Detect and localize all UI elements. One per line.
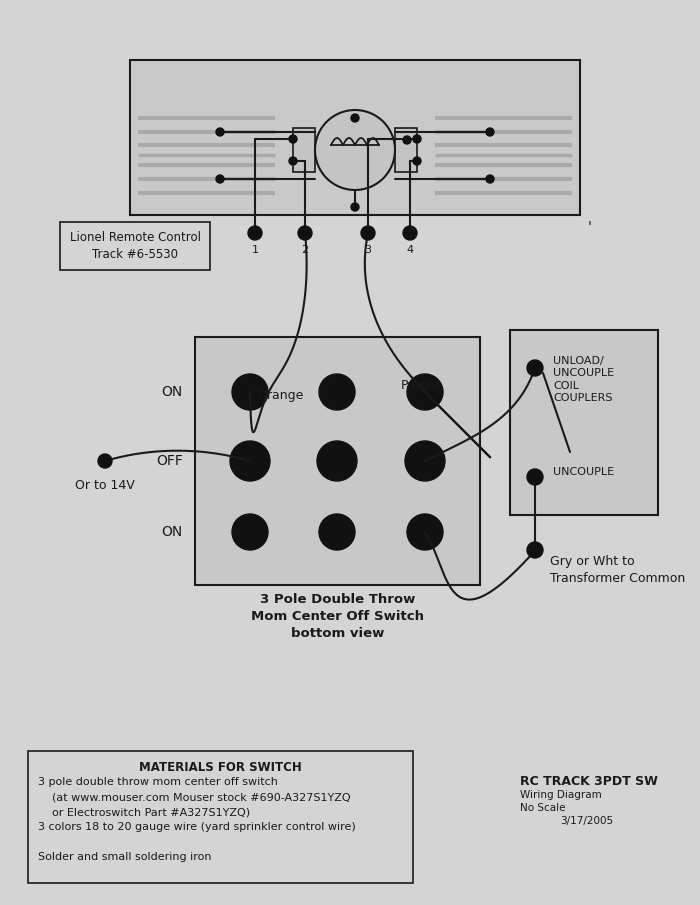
- Circle shape: [232, 374, 268, 410]
- Bar: [28, 751, 413, 883]
- Text: 3/17/2005: 3/17/2005: [560, 816, 613, 826]
- Text: ': ': [588, 220, 592, 234]
- Circle shape: [405, 441, 445, 481]
- Text: 4: 4: [407, 245, 414, 255]
- Circle shape: [361, 226, 375, 240]
- Circle shape: [486, 128, 494, 136]
- Circle shape: [317, 441, 357, 481]
- Text: 3 colors 18 to 20 gauge wire (yard sprinkler control wire): 3 colors 18 to 20 gauge wire (yard sprin…: [38, 822, 356, 832]
- Circle shape: [216, 128, 224, 136]
- Bar: [60, 222, 210, 270]
- Text: UNCOUPLE: UNCOUPLE: [553, 467, 614, 477]
- Circle shape: [527, 542, 543, 558]
- Circle shape: [289, 135, 297, 143]
- Circle shape: [230, 441, 270, 481]
- Text: Or to 14V: Or to 14V: [75, 479, 135, 492]
- Text: or Electroswitch Part #A327S1YZQ): or Electroswitch Part #A327S1YZQ): [38, 807, 250, 817]
- Circle shape: [232, 514, 268, 550]
- Text: No Scale: No Scale: [520, 803, 566, 813]
- Text: UNLOAD/
UNCOUPLE
COIL
COUPLERS: UNLOAD/ UNCOUPLE COIL COUPLERS: [553, 356, 614, 404]
- Text: 3: 3: [365, 245, 372, 255]
- Bar: [395, 128, 417, 172]
- Circle shape: [413, 135, 421, 143]
- Circle shape: [407, 514, 443, 550]
- Circle shape: [407, 374, 443, 410]
- Circle shape: [351, 114, 359, 122]
- Circle shape: [289, 157, 297, 165]
- Text: Purple: Purple: [400, 378, 440, 392]
- Circle shape: [319, 374, 355, 410]
- Text: 2: 2: [302, 245, 309, 255]
- Text: ON: ON: [162, 525, 183, 539]
- Text: Gry or Wht to
Transformer Common: Gry or Wht to Transformer Common: [550, 555, 685, 585]
- Circle shape: [351, 203, 359, 211]
- Text: OFF: OFF: [156, 454, 183, 468]
- Text: MATERIALS FOR SWITCH: MATERIALS FOR SWITCH: [139, 761, 302, 774]
- Bar: [510, 330, 658, 515]
- Circle shape: [315, 110, 395, 190]
- Bar: [293, 128, 315, 172]
- Circle shape: [248, 226, 262, 240]
- Bar: [130, 60, 580, 215]
- Text: Lionel Remote Control
Track #6-5530: Lionel Remote Control Track #6-5530: [69, 231, 200, 261]
- Text: 3 pole double throw mom center off switch: 3 pole double throw mom center off switc…: [38, 777, 278, 787]
- Circle shape: [216, 175, 224, 183]
- Text: 1: 1: [251, 245, 258, 255]
- Circle shape: [403, 136, 411, 144]
- Text: Solder and small soldering iron: Solder and small soldering iron: [38, 852, 211, 862]
- Circle shape: [403, 226, 417, 240]
- Text: ON: ON: [162, 385, 183, 399]
- Circle shape: [486, 175, 494, 183]
- Circle shape: [527, 469, 543, 485]
- Bar: [195, 337, 480, 585]
- Circle shape: [98, 454, 112, 468]
- Text: Wiring Diagram: Wiring Diagram: [520, 790, 602, 800]
- Circle shape: [413, 157, 421, 165]
- Circle shape: [527, 360, 543, 376]
- Text: RC TRACK 3PDT SW: RC TRACK 3PDT SW: [520, 775, 658, 788]
- Circle shape: [298, 226, 312, 240]
- Text: (at www.mouser.com Mouser stock #690-A327S1YZQ: (at www.mouser.com Mouser stock #690-A32…: [38, 792, 351, 802]
- Text: 3 Pole Double Throw
Mom Center Off Switch
bottom view: 3 Pole Double Throw Mom Center Off Switc…: [251, 593, 424, 640]
- Text: Orange: Orange: [257, 388, 303, 402]
- Circle shape: [319, 514, 355, 550]
